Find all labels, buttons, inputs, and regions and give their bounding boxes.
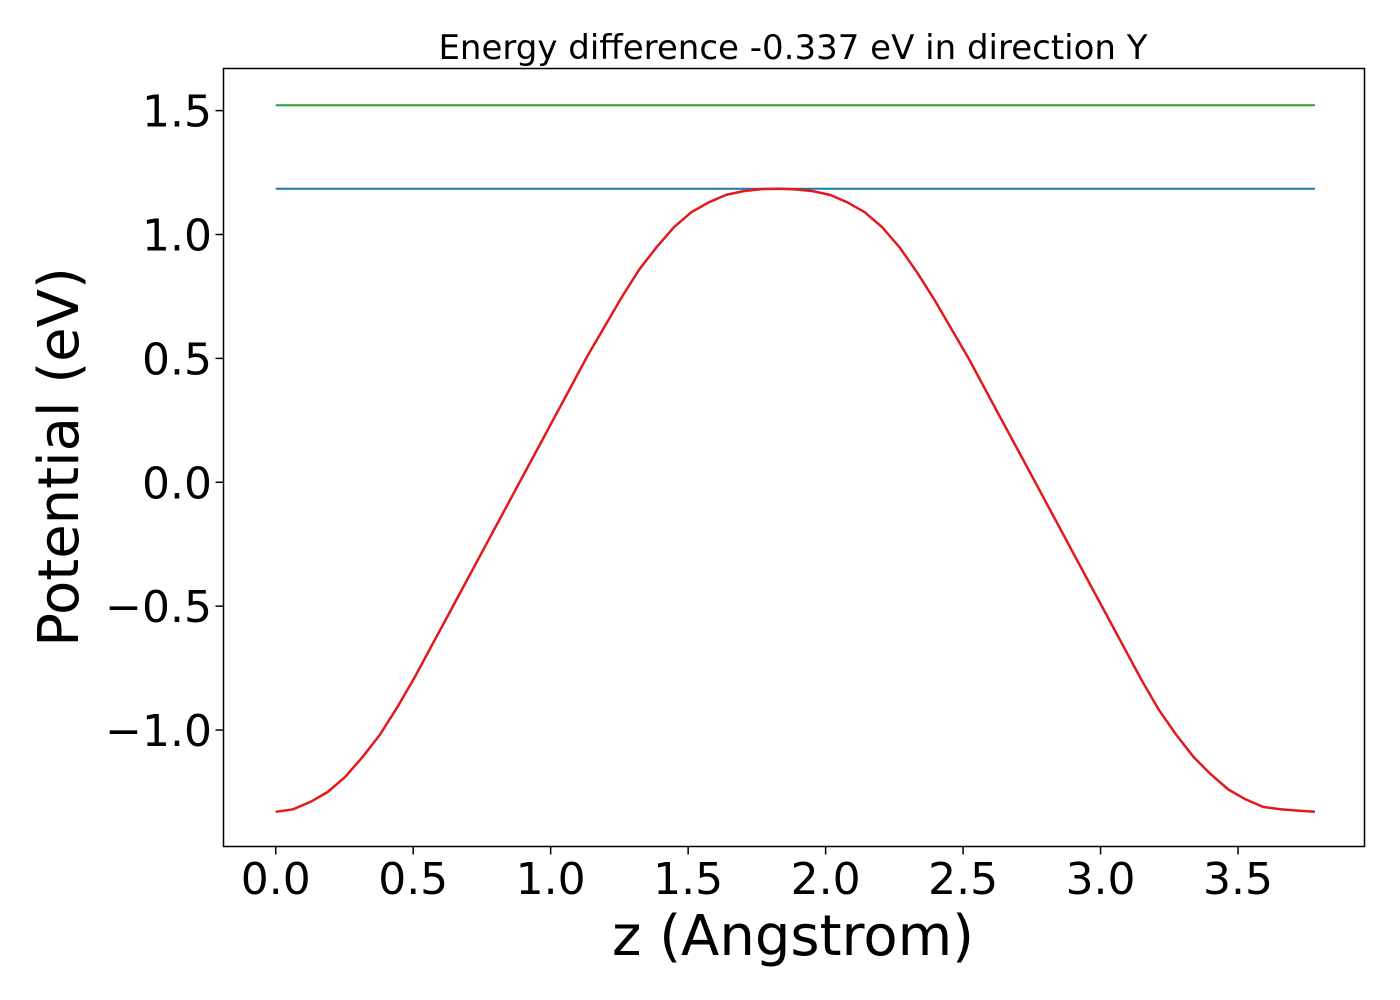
chart-title: Energy difference -0.337 eV in direction… <box>438 28 1147 68</box>
x-tick-label: 3.5 <box>1203 854 1273 905</box>
y-tick-label: 1.5 <box>142 87 212 138</box>
y-tick-label: 1.0 <box>142 211 212 262</box>
x-axis-label: z (Angstrom) <box>612 904 974 969</box>
x-tick-label: 1.5 <box>653 854 723 905</box>
y-axis-ticks: −1.0 −0.5 0.0 0.5 1.0 1.5 <box>105 87 224 757</box>
y-tick-label: −1.0 <box>105 706 212 757</box>
x-tick-label: 0.5 <box>378 854 448 905</box>
x-tick-label: 0.0 <box>241 854 311 905</box>
x-tick-label: 1.0 <box>516 854 586 905</box>
y-axis-label: Potential (eV) <box>27 267 92 647</box>
x-axis-ticks: 0.0 0.5 1.0 1.5 2.0 2.5 3.0 3.5 <box>241 846 1273 905</box>
x-tick-label: 2.0 <box>791 854 861 905</box>
plot-frame <box>222 67 1366 848</box>
y-tick-label: 0.5 <box>142 334 212 385</box>
y-tick-label: −0.5 <box>105 582 212 633</box>
plot-lines <box>275 104 1316 814</box>
x-tick-label: 2.5 <box>928 854 998 905</box>
series-line-2 <box>275 187 1316 814</box>
y-tick-label: 0.0 <box>142 458 212 509</box>
x-tick-label: 3.0 <box>1066 854 1136 905</box>
